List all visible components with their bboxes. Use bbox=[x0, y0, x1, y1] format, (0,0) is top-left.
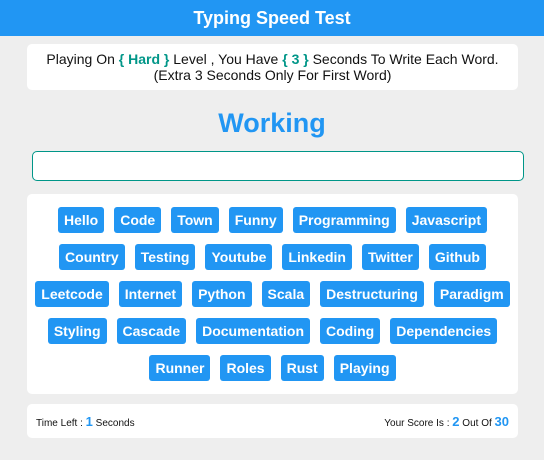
word-chip: Leetcode bbox=[35, 281, 109, 307]
word-chip: Scala bbox=[261, 281, 311, 307]
word-chip: Documentation bbox=[196, 318, 310, 344]
word-chip: Internet bbox=[118, 281, 183, 307]
score-mid: Out Of bbox=[462, 417, 492, 429]
app-header: Typing Speed Test bbox=[0, 0, 544, 36]
score-value: 2 bbox=[452, 413, 460, 429]
word-chip: Hello bbox=[57, 207, 105, 233]
word-chip: Python bbox=[192, 281, 252, 307]
typing-input[interactable] bbox=[32, 151, 524, 181]
word-chip: Destructuring bbox=[320, 281, 424, 307]
word-chip: Runner bbox=[149, 355, 211, 381]
upcoming-words: Hello Code Town Funny Programming Javascript C… bbox=[27, 194, 518, 394]
status-bar: Time Left : 1 Seconds Your Score Is : 2 … bbox=[27, 404, 518, 438]
word-chip: Country bbox=[59, 244, 125, 270]
score: Your Score Is : 2 Out Of 30 bbox=[384, 414, 509, 429]
level-name: { Hard } bbox=[118, 51, 170, 67]
word-chip: Youtube bbox=[205, 244, 273, 270]
message-suffix: Seconds To Write Each Word. bbox=[312, 51, 499, 67]
word-chip: Programming bbox=[292, 207, 396, 233]
message-prefix: Playing On bbox=[46, 51, 115, 67]
time-left-value: 1 bbox=[85, 413, 93, 429]
word-chip: Testing bbox=[134, 244, 196, 270]
word-chip: Roles bbox=[220, 355, 271, 381]
app-title: Typing Speed Test bbox=[193, 7, 351, 28]
time-left-label: Time Left : bbox=[36, 417, 83, 429]
word-chip: Town bbox=[171, 207, 219, 233]
current-word: Working bbox=[218, 108, 326, 138]
word-chip: Linkedin bbox=[282, 244, 352, 270]
level-seconds: { 3 } bbox=[282, 51, 309, 67]
word-chip: Coding bbox=[320, 318, 381, 344]
message-middle: Level , You Have bbox=[173, 51, 279, 67]
word-chip: Dependencies bbox=[390, 318, 498, 344]
score-total: 30 bbox=[494, 413, 509, 429]
time-left-unit: Seconds bbox=[95, 417, 135, 429]
message-line: Playing On { Hard } Level , You Have { 3… bbox=[27, 51, 518, 67]
word-chip: Javascript bbox=[405, 207, 488, 233]
word-chip: Cascade bbox=[116, 318, 187, 344]
time-left: Time Left : 1 Seconds bbox=[36, 414, 135, 429]
word-chip: Code bbox=[114, 207, 162, 233]
message-note: (Extra 3 Seconds Only For First Word) bbox=[153, 67, 392, 83]
word-chip: Twitter bbox=[361, 244, 419, 270]
word-chip: Paradigm bbox=[433, 281, 510, 307]
word-chip: Rust bbox=[280, 355, 324, 381]
word-chip: Playing bbox=[333, 355, 396, 381]
word-chip: Styling bbox=[47, 318, 107, 344]
word-chip: Github bbox=[428, 244, 486, 270]
score-label: Your Score Is : bbox=[384, 417, 450, 429]
game-message: Playing On { Hard } Level , You Have { 3… bbox=[27, 44, 518, 90]
word-chip: Funny bbox=[228, 207, 283, 233]
